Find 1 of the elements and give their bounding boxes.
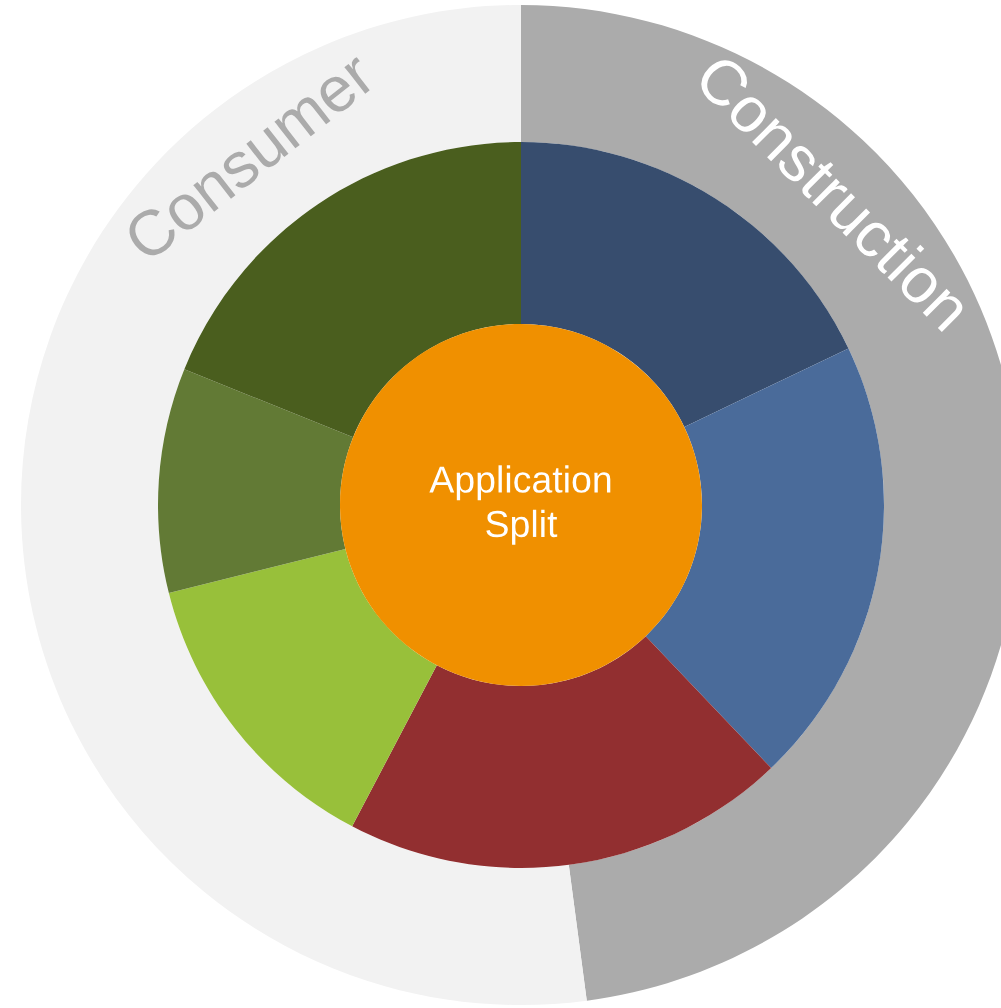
text: Application Split bbox=[429, 465, 611, 545]
